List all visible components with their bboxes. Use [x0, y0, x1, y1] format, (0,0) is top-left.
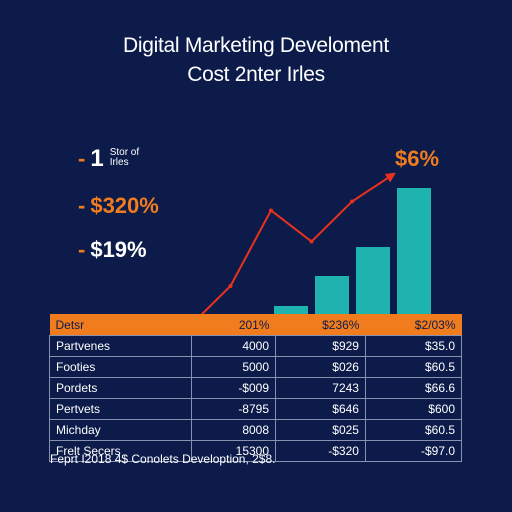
table-cell: $026	[275, 356, 366, 378]
bar	[274, 306, 308, 314]
stat-3: - $19%	[78, 237, 147, 263]
table-cell: $60.5	[364, 419, 463, 441]
table-cell: 5000	[190, 356, 277, 378]
bar	[397, 188, 431, 314]
table-cell: $600	[364, 398, 463, 420]
stat-1-note: Stor of Irles	[110, 148, 139, 168]
table-cell: Partvenes	[49, 335, 192, 357]
footer-note: Feprt I2018 4$ Conolets Develoption, 2$8…	[50, 452, 276, 466]
chart-subtitle: Cost 2nter Irles	[187, 63, 325, 86]
table-cell: $025	[275, 419, 366, 441]
table-cell: 7243	[275, 377, 366, 399]
stat-3-dash: -	[78, 237, 86, 262]
table-row: Frelt Secers 15300 -$320 -$97.0	[49, 440, 463, 462]
table-cell: Frelt Secers	[49, 440, 192, 462]
stat-1-note-line1: Stor of	[109, 147, 140, 158]
table-cell: $35.0	[364, 335, 463, 357]
table-cell: Pordets	[49, 377, 192, 399]
table-cell: Pertvets	[49, 398, 192, 420]
stat-2-value: $320%	[90, 193, 159, 218]
arrowhead-icon	[384, 172, 396, 183]
stat-2: - $320%	[78, 193, 159, 219]
line-point	[309, 239, 314, 244]
bar-series	[274, 188, 431, 314]
line-point	[228, 284, 233, 288]
table-cell: Footies	[49, 356, 192, 378]
table-row: Michday 8008 $025 $60.5	[49, 419, 463, 441]
chart-title: Digital Marketing Develoment	[123, 34, 389, 57]
table-cell: $929	[275, 335, 366, 357]
stat-1-value: 1	[90, 145, 104, 172]
table-cell: 4000	[190, 335, 277, 357]
table-row: Pertvets -8795 $646 $600	[49, 398, 463, 420]
table-cell: -8795	[190, 398, 277, 420]
table-row: Footies 5000 $026 $60.5	[49, 356, 463, 378]
stat-1-dash: -	[78, 146, 86, 171]
line-point	[350, 199, 354, 204]
bar	[315, 276, 349, 314]
table-cell: $60.5	[364, 356, 463, 378]
table-header-cell: $236%	[275, 314, 366, 336]
table-row: Pordets -$009 7243 $66.6	[49, 377, 463, 399]
stat-1-note-line2: Irles	[109, 157, 129, 168]
table-cell: -$320	[275, 440, 366, 462]
line-path	[189, 174, 394, 327]
line-point	[269, 208, 273, 213]
table-cell: $66.6	[364, 377, 463, 399]
table-cell: $646	[275, 398, 366, 420]
stat-3-value: $19%	[90, 237, 147, 262]
callout-label: $6%	[395, 146, 440, 171]
table-header-cell: Detsr	[49, 314, 192, 336]
table-cell: Michday	[49, 419, 192, 441]
stat-2-dash: -	[78, 193, 86, 218]
table-cell: -$97.0	[364, 440, 463, 462]
table-cell: -$009	[190, 377, 277, 399]
data-table: Detsr 201% $236% $2/03% Partvenes 4000 $…	[49, 314, 463, 462]
bar	[356, 247, 390, 314]
table-cell: 8008	[190, 419, 277, 441]
table-header-cell: 201%	[191, 314, 276, 336]
stat-1: -1 Stor of Irles	[78, 145, 139, 173]
table-header-row: Detsr 201% $236% $2/03%	[49, 314, 462, 336]
table-cell: 15300	[190, 440, 277, 462]
table-header-cell: $2/03%	[365, 314, 462, 336]
table-row: Partvenes 4000 $929 $35.0	[49, 335, 463, 357]
